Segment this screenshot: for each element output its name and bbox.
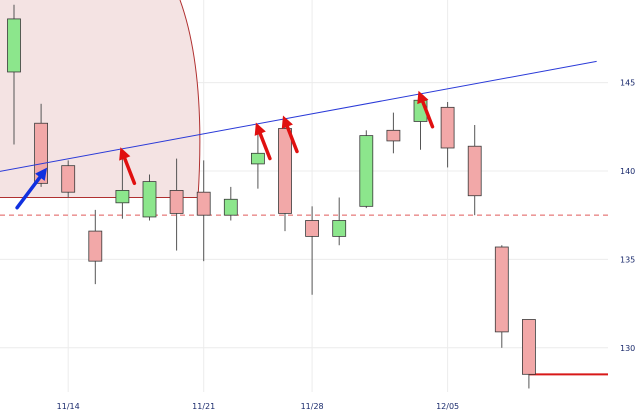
axes: 130 135 140 145 11/14 11/21 11/28 12/05 (57, 79, 636, 411)
blue-arrow (15, 167, 48, 210)
annotation-arrows (15, 90, 435, 210)
candle-body-down (305, 220, 320, 237)
y-tick-label: 140 (620, 167, 635, 176)
red-arrow (417, 90, 435, 129)
red-arrow-head (254, 122, 266, 136)
candle-body-up (115, 190, 130, 204)
candles (7, 4, 536, 389)
candle-body-down (61, 165, 76, 193)
red-arrow (281, 115, 299, 154)
candle-body-up (142, 181, 157, 218)
blue-arrow-shaft (15, 175, 42, 210)
red-arrow-shaft (258, 131, 272, 161)
red-arrow-shaft (421, 100, 435, 129)
y-tick-label: 135 (620, 255, 635, 264)
candle-body-down (169, 190, 184, 214)
x-tick-label: 11/28 (301, 402, 324, 411)
red-arrow-head (281, 115, 293, 129)
x-tick-label: 11/21 (192, 402, 215, 411)
shaded-region-layer (0, 0, 201, 198)
horizontal-levels (0, 214, 608, 376)
y-tick-label: 130 (620, 344, 635, 353)
candle-body-up (250, 152, 265, 165)
candle-body-down (440, 106, 455, 149)
red-arrow-shaft (285, 124, 299, 154)
candle-body-down (34, 122, 48, 184)
candle-body-down (494, 246, 509, 333)
candle-body-up (7, 18, 21, 73)
candle-body-up (359, 135, 374, 207)
candle-body-up (223, 198, 238, 216)
y-tick-label: 145 (620, 79, 635, 88)
red-arrow-head (119, 147, 131, 161)
blue-arrow-head (35, 167, 48, 181)
red-arrow (254, 122, 272, 161)
candle-body-down (278, 128, 292, 214)
candle-body-up (332, 220, 347, 237)
x-tick-label: 12/05 (436, 402, 459, 411)
candle-body-down (386, 129, 401, 142)
shaded-region-edge (0, 0, 201, 198)
candle-body-down (467, 145, 482, 197)
red-arrow-shaft (122, 156, 137, 186)
shaded-region (0, 0, 200, 198)
red-arrow-head (417, 90, 429, 105)
x-tick-label: 11/14 (57, 402, 80, 411)
candle-body-down (196, 191, 211, 216)
candle-body-down (88, 230, 103, 262)
candle-body-down (522, 319, 536, 375)
red-arrow (119, 147, 137, 186)
